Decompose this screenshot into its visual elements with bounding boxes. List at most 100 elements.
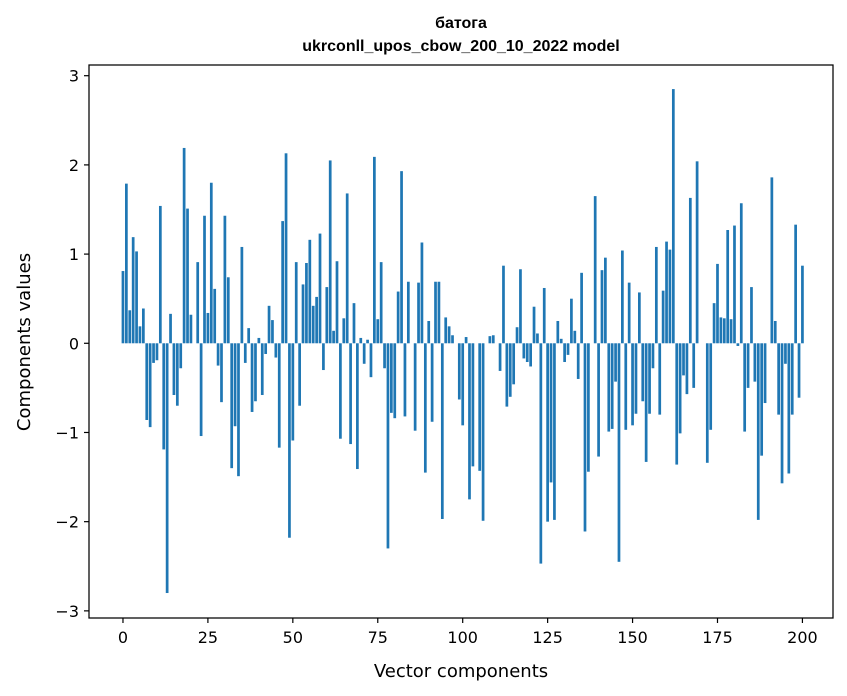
bar-component-125: [546, 343, 549, 522]
bar-component-60: [325, 287, 329, 344]
bar-component-78: [386, 343, 390, 549]
bar-component-45: [274, 343, 278, 358]
plot-frame: [88, 64, 834, 619]
bar-component-62: [332, 330, 335, 344]
x-tick-label-0: 0: [118, 628, 128, 647]
bar-component-177: [722, 318, 726, 344]
bar-component-115: [512, 343, 516, 385]
bar-component-57: [315, 296, 318, 344]
bar-component-181: [736, 343, 740, 346]
bar-component-97: [451, 335, 454, 344]
bar-component-156: [651, 343, 655, 369]
bar-component-134: [576, 343, 580, 379]
y-tick-label-6: −3: [55, 602, 79, 621]
bar-component-154: [644, 343, 648, 462]
bar-component-16: [175, 343, 179, 406]
bar-component-136: [583, 343, 587, 532]
bar-component-4: [135, 251, 138, 344]
x-axis-label: Vector components: [374, 661, 548, 682]
bar-component-193: [777, 343, 780, 415]
bar-component-73: [369, 343, 373, 378]
bar-component-160: [665, 241, 668, 344]
bar-component-184: [746, 343, 750, 388]
bar-component-20: [189, 314, 193, 344]
bar-component-139: [593, 196, 597, 344]
bar-component-77: [383, 343, 386, 369]
bar-component-3: [131, 237, 135, 344]
bar-component-30: [223, 215, 227, 344]
bar-component-55: [308, 239, 312, 344]
bar-component-6: [142, 308, 145, 344]
bar-component-155: [648, 343, 651, 414]
bar-component-119: [525, 343, 529, 363]
bar-component-33: [233, 343, 237, 427]
y-tick-label-4: −1: [55, 423, 79, 442]
bar-component-26: [209, 182, 213, 344]
bar-component-51: [294, 262, 298, 344]
bar-component-18: [182, 147, 186, 344]
bar-component-174: [712, 303, 716, 344]
bar-component-81: [396, 291, 400, 344]
bar-component-161: [668, 249, 672, 344]
bar-component-114: [508, 343, 512, 397]
bar-component-35: [240, 246, 244, 344]
bar-component-34: [237, 343, 240, 477]
bar-component-137: [587, 343, 590, 472]
bar-component-175: [716, 263, 719, 344]
bar-component-76: [379, 262, 383, 344]
bar-component-117: [519, 269, 522, 344]
y-axis-label: Components values: [14, 253, 35, 431]
y-tick-label-3: 0: [69, 334, 79, 353]
bar-component-142: [604, 257, 607, 344]
bar-component-93: [437, 281, 441, 344]
bar-component-126: [549, 343, 553, 483]
bar-component-183: [743, 343, 747, 432]
bar-component-153: [641, 343, 645, 402]
bar-component-44: [271, 320, 274, 344]
bar-component-123: [539, 343, 543, 564]
bar-component-82: [400, 171, 403, 344]
bar-component-19: [186, 208, 189, 344]
bar-component-40: [257, 337, 261, 344]
x-tick-label-4: 100: [447, 628, 478, 647]
chart-title-line2: ukrconll_upos_cbow_200_10_2022 model: [302, 38, 619, 55]
bar-component-25: [206, 312, 210, 344]
bar-component-100: [461, 343, 465, 426]
bar-component-67: [349, 343, 352, 445]
bar-component-31: [226, 277, 230, 344]
bar-component-129: [559, 338, 563, 344]
bar-component-10: [155, 343, 159, 361]
bar-component-200: [801, 265, 804, 344]
bar-component-178: [726, 230, 730, 344]
bar-component-72: [366, 339, 369, 344]
bar-component-109: [491, 335, 495, 344]
bar-component-32: [230, 343, 234, 469]
bar-component-61: [328, 160, 332, 344]
bar-component-38: [250, 343, 254, 412]
bar-component-65: [342, 318, 346, 344]
bar-component-148: [624, 343, 628, 430]
bar-component-66: [345, 193, 349, 344]
bar-component-28: [216, 343, 220, 366]
bar-component-151: [634, 343, 638, 414]
bar-component-166: [685, 343, 689, 395]
bar-component-56: [311, 305, 315, 344]
bar-component-70: [359, 337, 363, 344]
bar-component-163: [675, 343, 679, 465]
bar-component-149: [627, 282, 631, 344]
y-tick-label-0: 3: [69, 67, 79, 86]
bar-component-75: [376, 319, 380, 344]
bar-component-87: [417, 282, 420, 344]
bar-component-186: [753, 343, 757, 382]
bar-component-8: [148, 343, 152, 428]
bar-component-103: [471, 343, 475, 467]
bar-component-158: [658, 343, 662, 415]
bar-component-64: [339, 343, 342, 439]
bar-component-152: [638, 292, 641, 344]
bar-component-14: [169, 313, 172, 344]
bar-component-90: [427, 320, 431, 344]
bar-component-41: [260, 343, 264, 396]
bar-component-112: [502, 265, 505, 344]
bar-component-46: [277, 343, 281, 448]
